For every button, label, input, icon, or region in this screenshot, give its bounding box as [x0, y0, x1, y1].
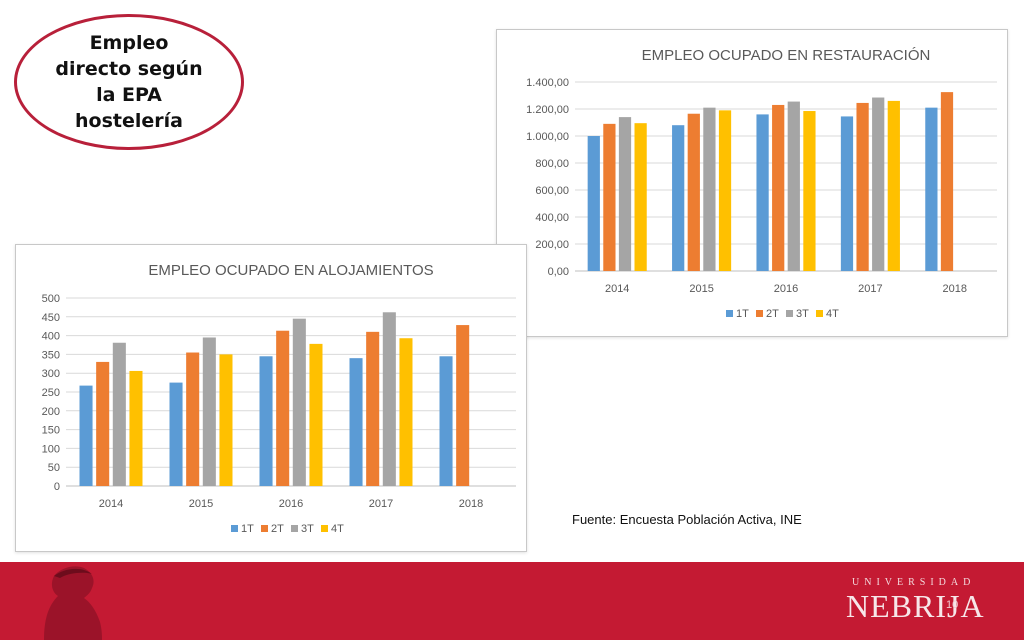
slide-title: Empleo directo según la EPA hostelería: [55, 32, 203, 132]
bar-2T-2014: [96, 361, 110, 486]
legend-swatch-3T: [291, 525, 298, 532]
y-tick-label: 200,00: [535, 239, 569, 251]
y-tick-label: 400,00: [535, 212, 569, 224]
nebrija-portrait-icon: [44, 566, 102, 640]
y-tick-label: 1.200,00: [526, 104, 569, 116]
x-tick-label: 2017: [369, 498, 393, 510]
legend-label-4T: 4T: [826, 308, 839, 320]
bar-1T-2017: [840, 116, 854, 271]
chart-alojamientos-svg: EMPLEO OCUPADO EN ALOJAMIENTOS 0 50 100 150 2…: [42, 262, 516, 535]
y-tick-label: 600,00: [535, 185, 569, 197]
x-tick-label: 2018: [943, 283, 967, 295]
bar-1T-2016: [756, 114, 769, 272]
y-tick-label: 250: [42, 387, 60, 399]
y-tick-label: 100: [42, 443, 60, 455]
chart-restauracion-svg: EMPLEO OCUPADO EN RESTAURACIÓN 0,00 200,00…: [526, 47, 997, 320]
bar-3T-2015: [703, 107, 716, 272]
bar-3T-2014: [112, 342, 126, 486]
x-tick-label: 2018: [459, 498, 483, 510]
y-tick-label: 200: [42, 406, 60, 418]
y-tick-label: 1.000,00: [526, 131, 569, 143]
y-tick-label: 800,00: [535, 158, 569, 170]
x-tick-label: 2015: [189, 498, 213, 510]
bar-4T-2015: [718, 110, 732, 271]
bar-4T-2015: [219, 354, 233, 486]
bar-2T-2018: [940, 92, 954, 271]
x-tick-label: 2016: [774, 283, 798, 295]
bar-4T-2014: [634, 123, 647, 271]
y-tick-label: 50: [48, 462, 60, 474]
bar-1T-2015: [169, 382, 183, 486]
x-tick-label: 2017: [858, 283, 882, 295]
source-note: Fuente: Encuesta Población Activa, INE: [572, 512, 802, 527]
legend-label-2T: 2T: [271, 523, 284, 535]
university-name: NEBRIJA: [846, 588, 985, 624]
chart-alojamientos: EMPLEO OCUPADO EN ALOJAMIENTOS 0 50 100 150 2…: [15, 244, 527, 552]
bar-4T-2017: [887, 100, 900, 272]
y-tick-label: 350: [42, 349, 60, 361]
bar-1T-2016: [259, 356, 273, 486]
bar-1T-2018: [925, 107, 938, 272]
y-tick-label: 300: [42, 368, 60, 380]
legend-label-1T: 1T: [736, 308, 749, 320]
x-tick-label: 2015: [689, 283, 713, 295]
bar-1T-2014: [79, 385, 93, 486]
bar-1T-2014: [587, 136, 600, 271]
university-label: UNIVERSIDAD: [852, 577, 976, 588]
bar-2T-2016: [276, 330, 290, 486]
y-tick-label: 400: [42, 331, 60, 343]
page-number: 10: [946, 599, 959, 611]
bar-1T-2015: [672, 125, 685, 271]
legend-swatch-1T: [726, 310, 733, 317]
bar-1T-2018: [439, 356, 453, 486]
bar-2T-2018: [456, 325, 470, 486]
bar-2T-2017: [856, 102, 869, 271]
legend-swatch-2T: [756, 310, 763, 317]
y-tick-label: 500: [42, 293, 60, 305]
legend-label-3T: 3T: [301, 523, 314, 535]
x-tick-label: 2016: [279, 498, 303, 510]
y-tick-label: 450: [42, 312, 60, 324]
bar-4T-2017: [399, 338, 413, 486]
bar-3T-2017: [382, 312, 396, 486]
bar-3T-2014: [618, 117, 632, 271]
bar-4T-2014: [129, 370, 143, 486]
legend-label-4T: 4T: [331, 523, 344, 535]
legend-label-2T: 2T: [766, 308, 779, 320]
bar-4T-2016: [309, 343, 323, 486]
chart-title: EMPLEO OCUPADO EN ALOJAMIENTOS: [148, 262, 433, 279]
y-tick-label: 150: [42, 425, 60, 437]
legend-label-1T: 1T: [241, 523, 254, 535]
chart-title: EMPLEO OCUPADO EN RESTAURACIÓN: [642, 47, 931, 64]
legend-label-3T: 3T: [796, 308, 809, 320]
legend-swatch-4T: [816, 310, 823, 317]
legend-swatch-3T: [786, 310, 793, 317]
x-tick-label: 2014: [99, 498, 123, 510]
footer-bar: [0, 562, 1024, 640]
bar-1T-2017: [349, 358, 363, 486]
y-tick-label: 0,00: [548, 266, 569, 278]
bar-2T-2015: [687, 113, 700, 271]
bar-3T-2015: [202, 337, 216, 486]
bar-2T-2015: [186, 352, 200, 486]
bar-3T-2017: [872, 97, 885, 272]
slide-title-oval: Empleo directo según la EPA hostelería: [14, 14, 244, 150]
bar-3T-2016: [787, 101, 800, 271]
x-tick-label: 2014: [605, 283, 629, 295]
legend-swatch-1T: [231, 525, 238, 532]
legend-swatch-4T: [321, 525, 328, 532]
chart-restauracion: EMPLEO OCUPADO EN RESTAURACIÓN 0,00 200,00…: [496, 29, 1008, 337]
bar-2T-2017: [366, 331, 380, 486]
bar-4T-2016: [803, 111, 816, 272]
y-tick-label: 1.400,00: [526, 77, 569, 89]
bar-2T-2016: [772, 104, 785, 271]
bar-2T-2014: [603, 123, 616, 271]
bar-3T-2016: [292, 318, 306, 486]
y-tick-label: 0: [54, 481, 60, 493]
legend-swatch-2T: [261, 525, 268, 532]
